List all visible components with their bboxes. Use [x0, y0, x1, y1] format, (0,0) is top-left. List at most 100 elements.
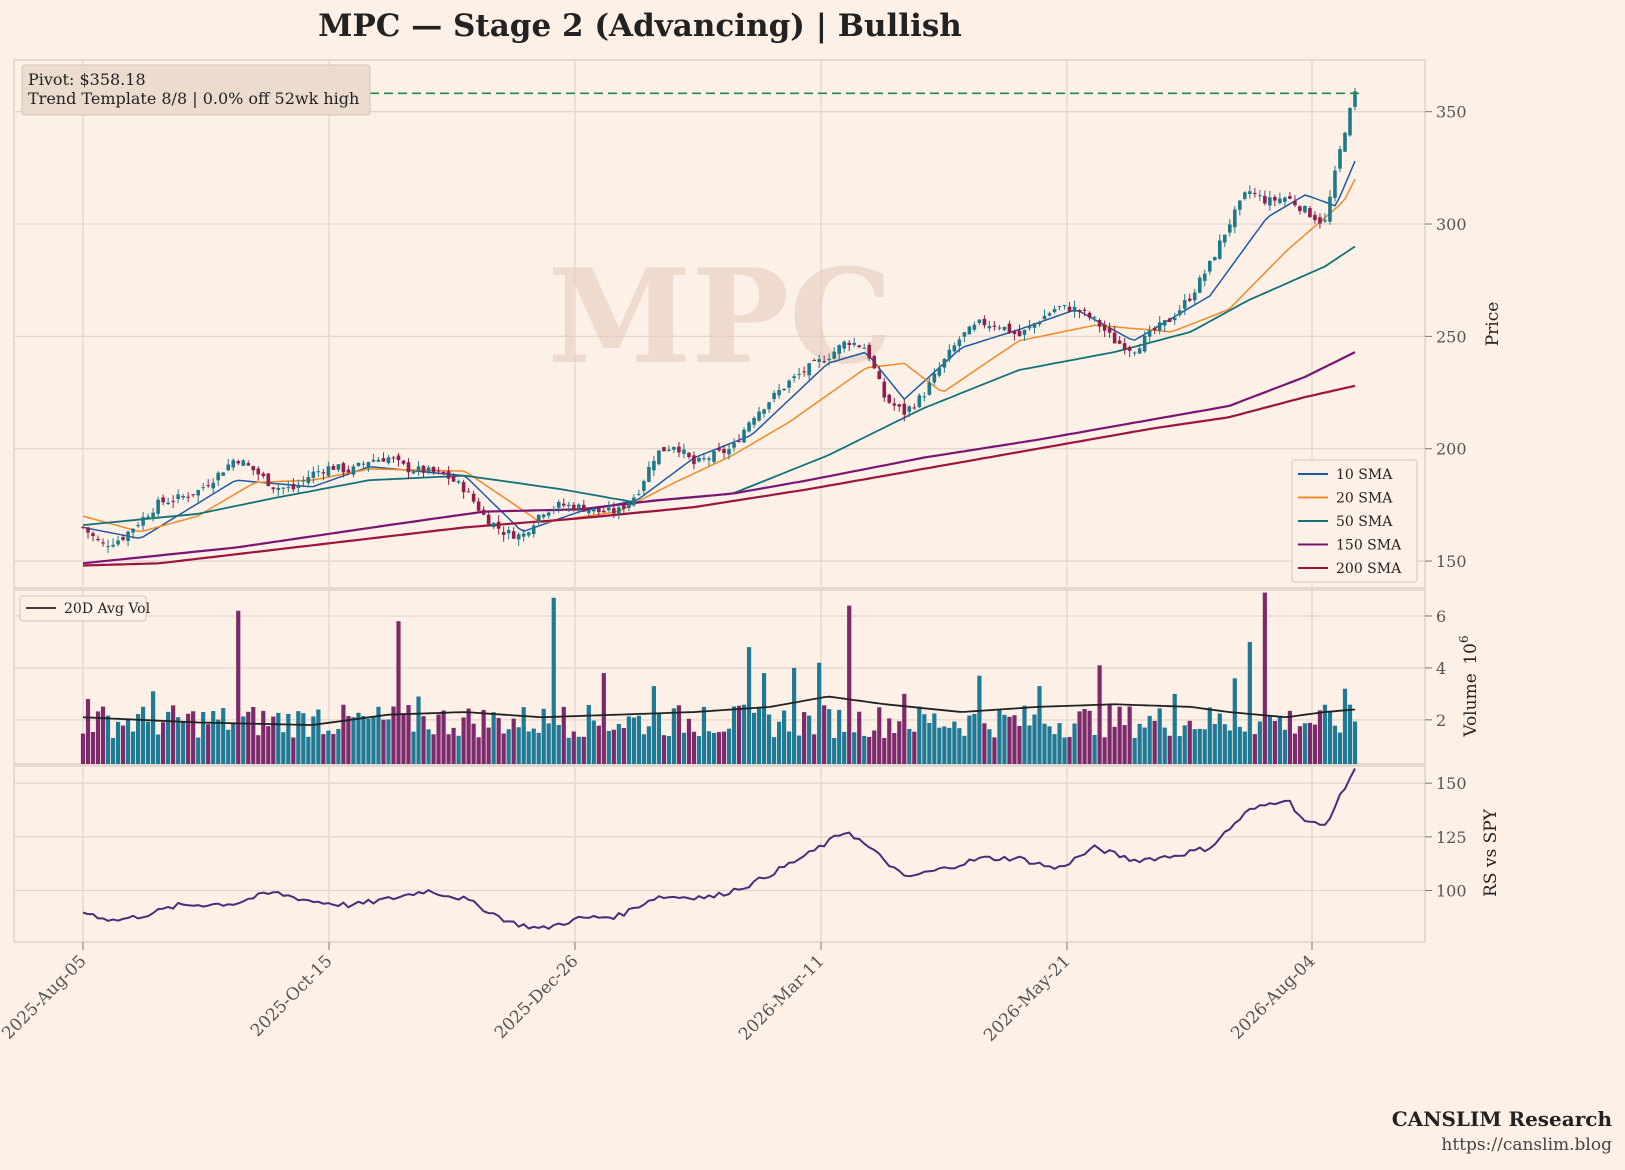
- volume-bar: [832, 737, 837, 764]
- volume-bar: [847, 605, 852, 764]
- volume-bar: [431, 734, 436, 764]
- candle-body: [436, 470, 441, 472]
- legend-label: 50 SMA: [1336, 514, 1393, 530]
- volume-bar: [471, 723, 476, 764]
- candle-body: [1318, 217, 1322, 224]
- volume-bar: [110, 737, 116, 764]
- candle-body: [672, 446, 676, 450]
- candle-body: [1253, 193, 1257, 195]
- candle-body: [612, 508, 616, 514]
- volume-bar: [1277, 717, 1282, 764]
- volume-bar: [556, 724, 561, 764]
- candle-body: [982, 318, 987, 326]
- volume-bar: [691, 731, 697, 764]
- volume-bar: [706, 731, 712, 764]
- candle-body: [872, 356, 877, 369]
- candle-body: [852, 342, 857, 345]
- candle-body: [366, 462, 371, 467]
- candle-body: [341, 463, 346, 473]
- volume-bar: [466, 708, 471, 764]
- candle-body: [1197, 277, 1202, 293]
- volume-bar: [316, 709, 321, 764]
- volume-bar: [281, 732, 286, 764]
- candle-body: [1132, 352, 1137, 354]
- candle-body: [867, 344, 872, 359]
- candle-body: [351, 466, 356, 475]
- volume-bar: [80, 733, 86, 764]
- candle-body: [1027, 325, 1032, 329]
- volume-bar: [1052, 734, 1057, 764]
- candle-body: [176, 494, 180, 500]
- watermark: MPC: [547, 240, 892, 393]
- candle-body: [1323, 219, 1327, 222]
- candle-body: [131, 528, 135, 533]
- volume-bar: [196, 737, 201, 764]
- candle-body: [1017, 330, 1022, 337]
- candle-body: [962, 332, 967, 337]
- volume-bar: [942, 726, 947, 764]
- volume-bar: [907, 728, 912, 764]
- price-tick-label: 300: [1436, 215, 1467, 234]
- avg-volume-legend-label: 20D Avg Vol: [64, 601, 151, 617]
- candle-body: [802, 371, 806, 373]
- volume-bar: [972, 713, 977, 764]
- rs-tick-label: 150: [1436, 774, 1467, 793]
- footer-brand: CANSLIM Research: [1392, 1107, 1613, 1131]
- candle-body: [181, 495, 185, 498]
- volume-bar: [1147, 715, 1152, 764]
- candle-body: [1047, 313, 1052, 316]
- volume-bar: [676, 705, 682, 764]
- candle-body: [251, 465, 256, 471]
- volume-bar: [566, 737, 571, 764]
- volume-bar: [771, 737, 777, 764]
- candle-body: [1182, 300, 1187, 309]
- volume-bar: [1262, 592, 1267, 764]
- volume-bar: [246, 711, 251, 764]
- candle-body: [371, 459, 376, 462]
- volume-bar: [1202, 729, 1207, 764]
- candle-body: [81, 526, 85, 528]
- candle-body: [1222, 234, 1227, 243]
- sma-line: [82, 384, 1356, 567]
- legend-label: 10 SMA: [1336, 467, 1393, 483]
- volume-bar: [807, 715, 812, 764]
- volume-bar: [391, 706, 396, 764]
- candle-body: [752, 417, 756, 425]
- candle-body: [647, 466, 651, 482]
- candle-body: [1207, 260, 1212, 272]
- volume-bar: [1197, 728, 1202, 764]
- volume-bar: [877, 707, 882, 764]
- candle-body: [126, 531, 130, 541]
- volume-bar: [1237, 726, 1242, 764]
- candle-body: [561, 503, 566, 506]
- volume-bar: [761, 673, 767, 764]
- candle-body: [837, 345, 841, 354]
- candle-body: [161, 497, 165, 503]
- volume-bar: [95, 711, 101, 764]
- volume-bar: [401, 713, 406, 764]
- volume-bar: [1132, 737, 1137, 764]
- candle-body: [581, 504, 586, 512]
- candle-body: [887, 394, 892, 403]
- candle-body: [261, 473, 266, 477]
- candle-body: [1353, 91, 1357, 107]
- pivot-label: Pivot: $358.18: [28, 70, 146, 89]
- volume-bar: [296, 711, 301, 764]
- volume-bar: [606, 730, 611, 764]
- volume-bar: [486, 727, 491, 764]
- candle-body: [286, 487, 291, 489]
- price-tick-label: 150: [1436, 552, 1467, 571]
- candle-body: [241, 460, 246, 466]
- candle-body: [116, 540, 120, 545]
- candle-body: [1012, 331, 1017, 334]
- volume-bar: [506, 729, 511, 764]
- candle-body: [276, 487, 281, 490]
- volume-bar: [1122, 725, 1127, 764]
- volume-bar: [997, 709, 1002, 764]
- candle-body: [787, 380, 791, 388]
- volume-bar: [161, 722, 166, 764]
- volume-bar: [661, 735, 667, 764]
- volume-bar: [766, 714, 772, 764]
- volume-bar: [787, 731, 792, 764]
- volume-bar: [1027, 725, 1032, 764]
